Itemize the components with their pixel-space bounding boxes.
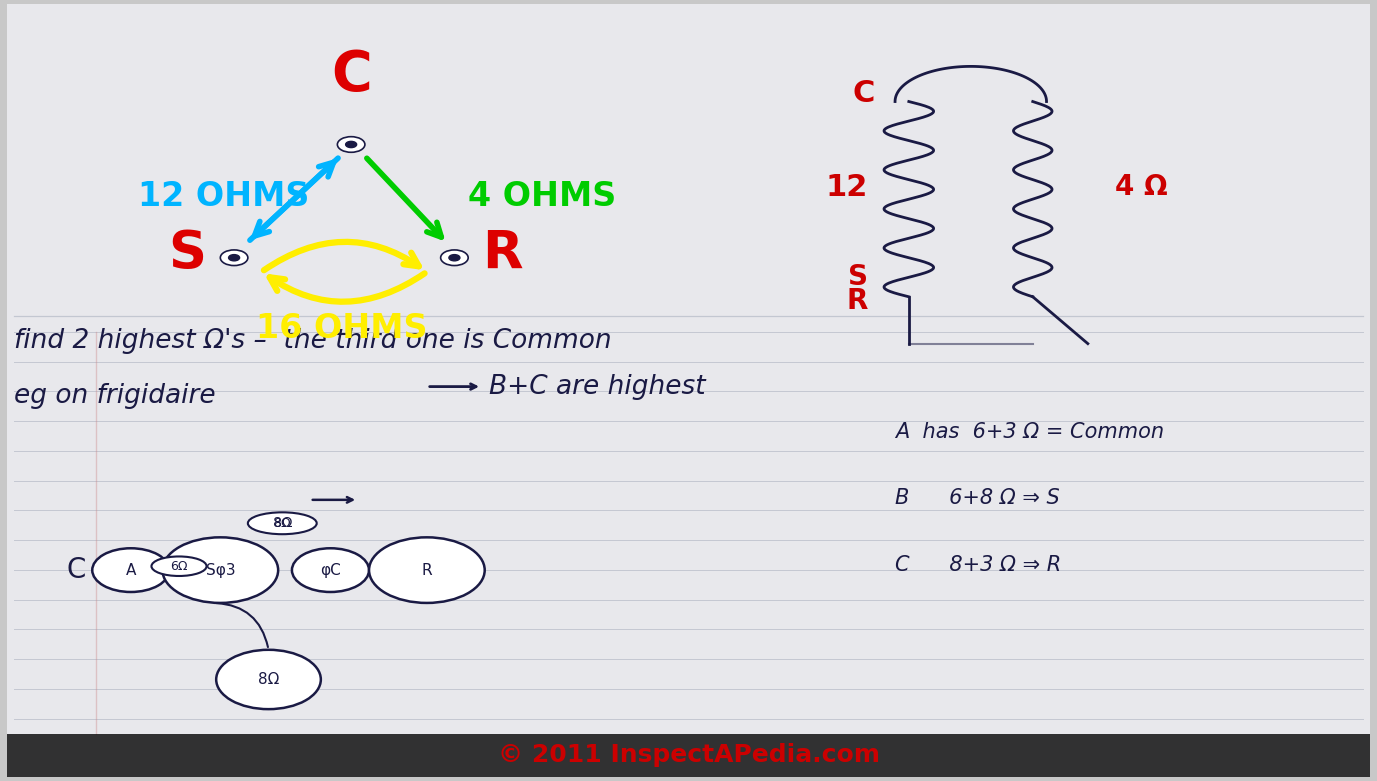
Text: A: A [125,562,136,578]
Circle shape [441,250,468,266]
Circle shape [229,255,240,261]
Text: 4 OHMS: 4 OHMS [468,180,617,213]
Text: R: R [421,562,432,578]
Circle shape [337,137,365,152]
Text: C: C [330,48,372,102]
Circle shape [220,250,248,266]
Circle shape [162,537,278,603]
Text: Sφ3: Sφ3 [205,562,235,578]
Text: 8Ω: 8Ω [274,517,291,530]
Text: R: R [482,228,523,280]
Text: 8Ω: 8Ω [273,516,292,530]
Text: 6Ω: 6Ω [171,560,187,572]
Text: © 2011 InspectAPedia.com: © 2011 InspectAPedia.com [497,744,880,767]
Circle shape [92,548,169,592]
Circle shape [369,537,485,603]
Text: eg on frigidaire: eg on frigidaire [14,383,215,408]
Text: B+C are highest: B+C are highest [489,373,705,400]
Text: 12 OHMS: 12 OHMS [138,180,308,213]
Text: C: C [852,79,874,109]
Text: B      6+8 Ω ⇒ S: B 6+8 Ω ⇒ S [895,488,1060,508]
Circle shape [346,141,357,148]
Text: 16 OHMS: 16 OHMS [256,312,427,345]
FancyBboxPatch shape [7,734,1370,777]
Text: 12: 12 [825,173,868,202]
Text: C      8+3 Ω ⇒ R: C 8+3 Ω ⇒ R [895,555,1062,575]
Text: φC: φC [319,562,341,578]
Text: R: R [845,287,868,315]
Circle shape [292,548,369,592]
Text: S: S [847,263,868,291]
Ellipse shape [151,556,207,576]
Text: find 2 highest Ω's –  the third one is Common: find 2 highest Ω's – the third one is Co… [14,328,611,354]
Circle shape [449,255,460,261]
FancyBboxPatch shape [7,4,1370,777]
Circle shape [216,650,321,709]
Text: C: C [66,556,85,584]
Text: S: S [168,228,207,280]
Ellipse shape [248,512,317,534]
Text: 4 Ω: 4 Ω [1115,173,1168,201]
Text: A  has  6+3 Ω = Common: A has 6+3 Ω = Common [895,422,1164,442]
Text: 8Ω: 8Ω [257,672,280,687]
